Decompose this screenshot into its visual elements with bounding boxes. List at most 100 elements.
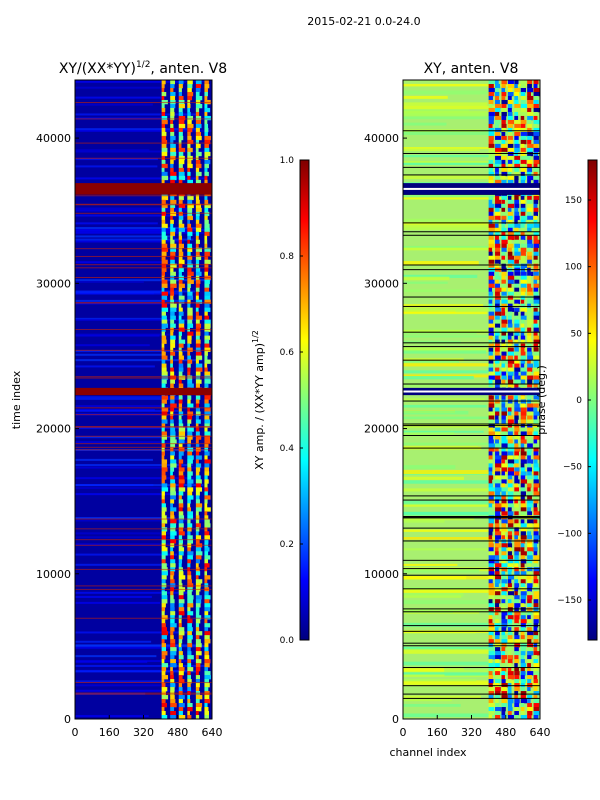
heatmap-cell — [161, 119, 168, 125]
heatmap-cell — [507, 479, 513, 484]
heatmap-cell — [520, 527, 528, 532]
heatmap-cell — [204, 159, 211, 165]
heatmap-cell — [178, 611, 185, 616]
heatmap-cell — [501, 335, 508, 340]
heatmap-flag-line — [403, 166, 540, 168]
heatmap-cell — [533, 283, 540, 288]
heatmap-cell — [488, 439, 494, 444]
heatmap-cell — [527, 507, 532, 512]
heatmap-cell — [495, 687, 501, 692]
heatmap-cell — [187, 571, 192, 576]
heatmap-cell — [527, 467, 532, 472]
heatmap-cell — [514, 451, 519, 456]
heatmap-row-texture — [75, 486, 207, 489]
heatmap-cell — [495, 439, 499, 444]
heatmap-cell — [501, 443, 508, 448]
heatmap-cell — [520, 235, 526, 241]
heatmap-cell — [161, 571, 168, 576]
heatmap-cell — [178, 475, 185, 480]
heatmap-cell — [187, 251, 191, 257]
heatmap-cell — [514, 243, 521, 249]
heatmap-cell — [488, 491, 495, 496]
heatmap-cell — [533, 471, 539, 476]
heatmap-cell — [514, 175, 519, 181]
heatmap-cell — [170, 471, 173, 476]
heatmap-cell — [533, 371, 540, 376]
heatmap-flag-line — [75, 435, 212, 437]
heatmap-cell — [514, 263, 520, 269]
heatmap-cell — [488, 123, 493, 129]
heatmap-cell — [527, 343, 532, 348]
heatmap-cell — [533, 627, 538, 632]
heatmap-cell — [204, 715, 209, 720]
heatmap-cell — [161, 295, 168, 300]
heatmap-cell — [195, 479, 202, 484]
heatmap-cell — [195, 539, 200, 544]
heatmap-cell — [488, 107, 495, 113]
heatmap-cell — [520, 707, 525, 712]
heatmap-cell — [170, 151, 177, 157]
heatmap-cell — [533, 175, 540, 181]
heatmap-cell — [178, 679, 185, 684]
heatmap-cell — [507, 527, 514, 532]
heatmap-cell — [204, 663, 210, 668]
heatmap-cell — [170, 111, 175, 117]
heatmap-cell — [520, 375, 527, 380]
heatmap-cell — [533, 611, 539, 616]
heatmap-cell — [161, 195, 169, 201]
heatmap-cell — [187, 591, 192, 596]
heatmap-cell — [161, 615, 168, 620]
heatmap-cell — [488, 351, 493, 356]
heatmap-cell — [195, 307, 199, 312]
heatmap-cell — [520, 91, 526, 97]
heatmap-cell — [507, 283, 512, 288]
heatmap-cell — [187, 131, 191, 137]
heatmap-cell — [170, 619, 175, 624]
heatmap-cell — [195, 651, 202, 656]
heatmap-cell — [501, 239, 508, 245]
heatmap-cell — [527, 431, 533, 436]
heatmap-cell — [204, 495, 211, 500]
heatmap-cell — [161, 519, 168, 524]
heatmap-row-texture — [403, 695, 481, 700]
heatmap-cell — [187, 339, 192, 344]
heatmap-cell — [533, 95, 539, 101]
heatmap-cell — [495, 143, 501, 149]
heatmap-cell — [187, 467, 192, 472]
heatmap-row-texture — [403, 576, 535, 580]
heatmap-cell — [178, 163, 183, 169]
heatmap-cell — [195, 427, 200, 432]
heatmap-cell — [488, 627, 495, 632]
heatmap-row-texture — [403, 503, 516, 507]
heatmap-cell — [514, 223, 521, 229]
heatmap-cell — [533, 647, 538, 652]
heatmap-cell — [533, 495, 538, 500]
heatmap-cell — [170, 591, 174, 596]
heatmap-cell — [495, 491, 501, 496]
heatmap-cell — [170, 311, 175, 316]
heatmap-cell — [533, 535, 540, 540]
heatmap-cell — [520, 635, 525, 640]
heatmap-cell — [501, 207, 506, 213]
heatmap-cell — [514, 615, 520, 620]
heatmap-cell — [533, 219, 538, 225]
heatmap-cell — [495, 499, 500, 504]
x-tick-label: 160 — [99, 726, 120, 739]
heatmap-cell — [520, 519, 525, 524]
heatmap-cell — [170, 675, 174, 680]
heatmap-cell — [527, 667, 531, 672]
heatmap-cell — [507, 271, 514, 276]
heatmap-cell — [520, 327, 525, 332]
heatmap-cell — [533, 143, 539, 149]
heatmap-cell — [488, 443, 495, 448]
heatmap-cell — [170, 551, 174, 556]
heatmap-cell — [178, 199, 183, 205]
heatmap-cell — [178, 351, 183, 356]
heatmap-cell — [488, 663, 495, 668]
heatmap-cell — [204, 87, 208, 93]
heatmap-cell — [533, 171, 538, 177]
heatmap-cell — [527, 207, 533, 213]
heatmap-cell — [488, 411, 495, 416]
heatmap-cell — [187, 331, 194, 336]
heatmap-cell — [527, 447, 532, 452]
